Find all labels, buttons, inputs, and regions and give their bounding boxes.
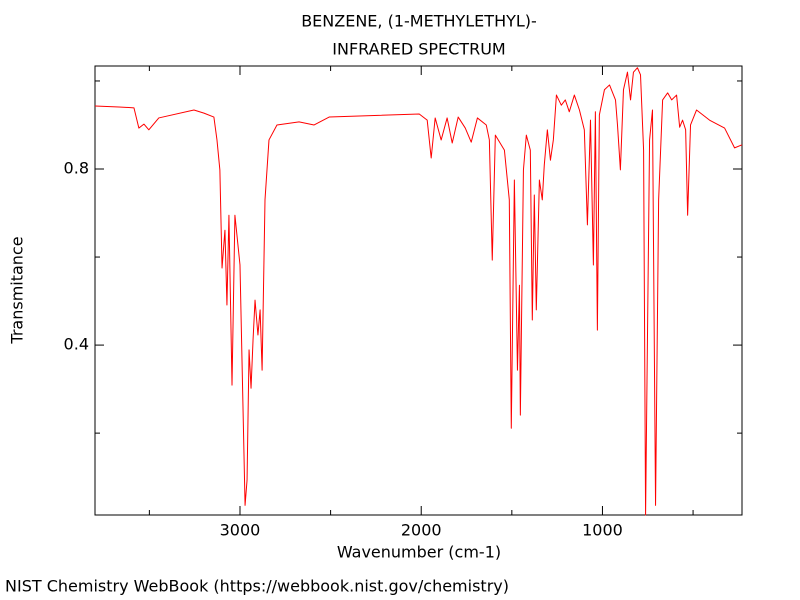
y-tick-label: 0.8 [64, 159, 89, 178]
y-tick-label: 0.4 [64, 335, 89, 354]
chart-subtitle: INFRARED SPECTRUM [332, 40, 505, 59]
x-tick-label: 1000 [582, 521, 623, 540]
footer: NIST Chemistry WebBook (https://webbook.… [5, 577, 509, 596]
y-axis-label: Transmitance [8, 236, 27, 344]
x-tick-label: 3000 [220, 521, 261, 540]
x-axis-label: Wavenumber (cm-1) [337, 543, 501, 562]
chart-title: BENZENE, (1-METHYLETHYL)- [301, 12, 537, 31]
spectrum-line [94, 67, 743, 516]
x-tick-label: 2000 [401, 521, 442, 540]
plot-frame [94, 65, 743, 516]
